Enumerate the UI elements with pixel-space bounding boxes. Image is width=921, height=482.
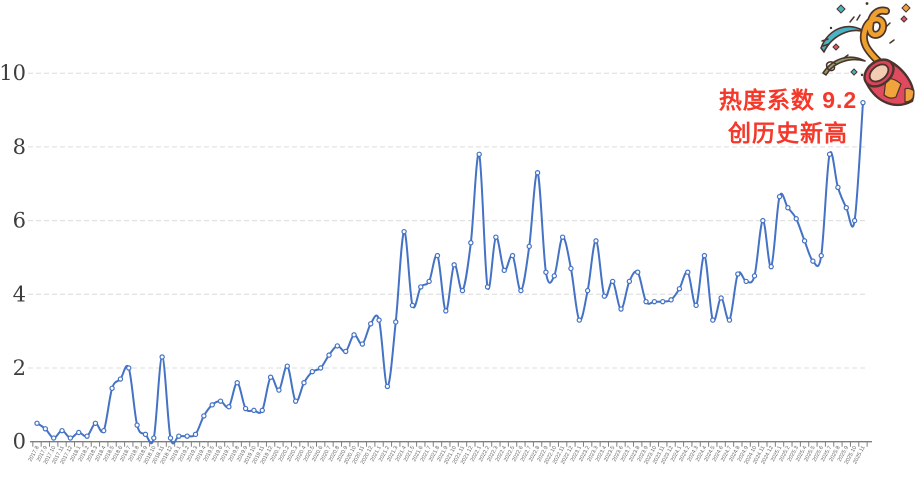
svg-text:4: 4	[13, 282, 26, 306]
annotation-line1: 热度系数 9.2	[718, 87, 858, 113]
record-high-annotation: 热度系数 9.2 创历史新高	[702, 84, 874, 150]
annotation-line2: 创历史新高	[728, 120, 848, 146]
svg-text:10: 10	[0, 61, 26, 85]
svg-text:8: 8	[13, 135, 26, 159]
svg-text:2: 2	[13, 356, 26, 380]
svg-text:6: 6	[13, 209, 26, 233]
party-popper-icon	[820, 2, 915, 107]
svg-text:0: 0	[13, 430, 26, 454]
